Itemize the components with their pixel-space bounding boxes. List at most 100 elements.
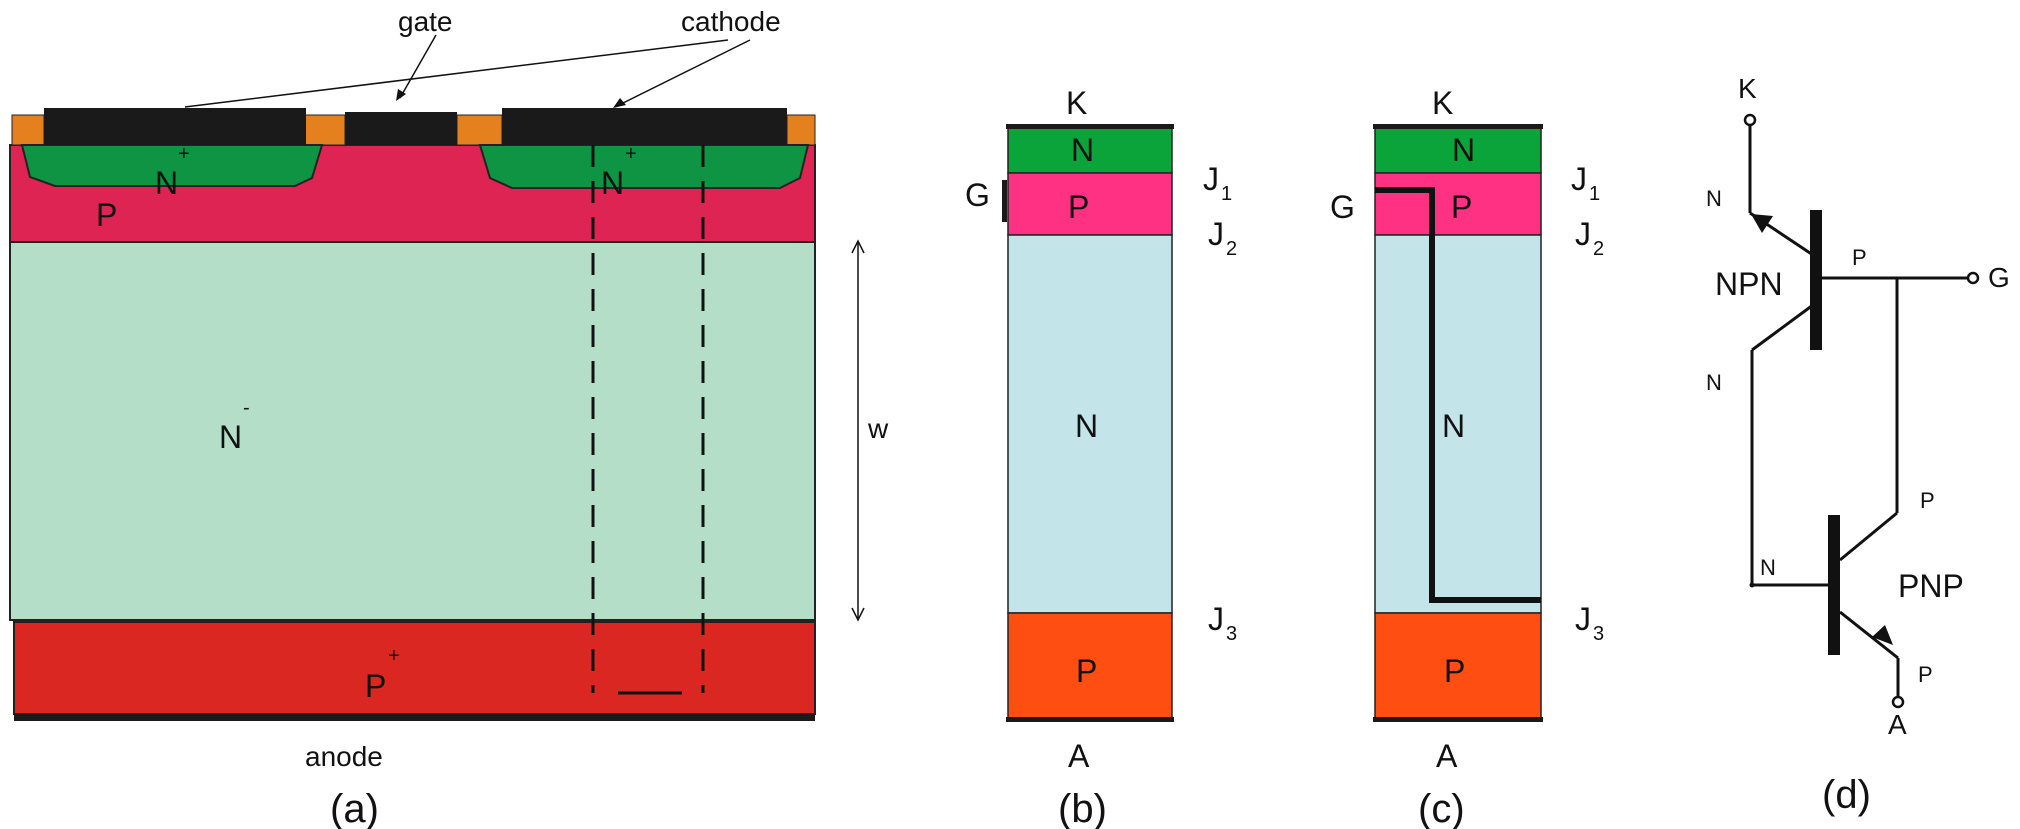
panel-d: [1743, 113, 1980, 709]
b-p-bottom-label: P: [1076, 653, 1097, 689]
p-plus-region: [13, 621, 816, 715]
anode-label: anode: [305, 741, 383, 772]
d-n-pnp-label: N: [1760, 555, 1776, 580]
d-p-right-label: P: [1920, 488, 1935, 513]
b-a-label: A: [1068, 738, 1090, 774]
orange-contact-3: [456, 114, 503, 146]
d-p-gate-label: P: [1852, 245, 1867, 270]
n-minus-region: [9, 239, 816, 621]
c-j2-sub: 2: [1593, 238, 1604, 260]
cathode-leader-right: [614, 39, 751, 108]
c-cathode-contact: [1373, 124, 1543, 129]
b-anode-contact: [1006, 717, 1174, 722]
panel-d-labels: K N NPN P G N P N PNP P A (d): [1706, 73, 2010, 817]
anode-metal: [14, 714, 815, 721]
width-arrow-top: [851, 239, 865, 254]
caption-d: (d): [1822, 773, 1871, 817]
b-n-mid-label: N: [1075, 408, 1098, 444]
gate-arrowhead: [396, 89, 406, 101]
d-pnp-base-bar: [1828, 515, 1840, 655]
d-g-label: G: [1988, 262, 2010, 293]
d-k-terminal: [1743, 113, 1757, 127]
caption-b: (b): [1058, 787, 1107, 829]
d-npn-collector: [1751, 303, 1814, 352]
p-region-label: P: [96, 197, 117, 233]
c-gate-path: [1375, 187, 1541, 603]
panel-b: K N J 1 G P J 2 N J 3 P A (b): [965, 85, 1237, 829]
d-pnp-emitter-arrow: [1872, 625, 1893, 645]
c-anode-contact: [1373, 717, 1543, 722]
d-pnp-emitter: [1839, 610, 1899, 660]
b-p-label: P: [1068, 189, 1089, 225]
c-k-label: K: [1432, 85, 1453, 121]
c-p-label: P: [1451, 189, 1472, 225]
b-n-label: N: [1071, 132, 1094, 168]
c-n-light-region: [1374, 234, 1542, 614]
n-plus-right-label: N: [601, 165, 624, 201]
c-p-region: [1374, 172, 1542, 236]
d-pnp-collector: [1839, 511, 1898, 562]
d-n-mid-label: N: [1706, 370, 1722, 395]
d-p-bottom-label: P: [1918, 662, 1933, 687]
c-p-bottom-region: [1374, 612, 1542, 719]
n-minus-sup: -: [243, 397, 250, 419]
cathode-leader-left: [184, 39, 729, 108]
d-npn-label: NPN: [1715, 266, 1783, 302]
d-npn-emitter-arrow: [1751, 214, 1773, 233]
c-n-label: N: [1452, 132, 1475, 168]
b-j2-label: J: [1208, 216, 1224, 252]
c-p-bottom-label: P: [1444, 653, 1465, 689]
width-arrow-bottom: [851, 607, 865, 622]
d-g-terminal: [1966, 271, 1980, 285]
b-j3-label: J: [1208, 601, 1224, 637]
b-k-label: K: [1066, 85, 1087, 121]
gate-metal: [345, 112, 457, 145]
p-plus-label: P: [365, 668, 386, 704]
d-a-terminal: [1891, 695, 1905, 709]
cathode-arrowhead: [613, 98, 626, 108]
cathode-metal-left: [44, 108, 306, 145]
d-junction-dot: [1749, 582, 1755, 588]
c-g-label: G: [1330, 189, 1355, 225]
n-minus-label: N: [219, 419, 242, 455]
b-j1-label: J: [1203, 161, 1219, 197]
b-g-label: G: [965, 177, 990, 213]
width-label: w: [867, 413, 889, 444]
gate-label: gate: [398, 6, 453, 37]
d-pnp-label: PNP: [1898, 568, 1964, 604]
d-n-top-label: N: [1706, 186, 1722, 211]
c-a-label: A: [1436, 738, 1458, 774]
c-j1-label: J: [1571, 161, 1587, 197]
d-a-label: A: [1888, 709, 1907, 740]
panel-a: gate cathode N + N + P N - w P + anode (…: [9, 6, 889, 829]
p-plus-sup: +: [388, 645, 400, 667]
c-j3-sub: 3: [1593, 623, 1604, 645]
b-p-region: [1007, 172, 1173, 236]
c-n-mid-label: N: [1442, 408, 1465, 444]
n-plus-right-region: [478, 144, 810, 189]
cathode-metal-right: [502, 108, 787, 145]
orange-contact-4: [786, 114, 816, 146]
c-j1-sub: 1: [1589, 183, 1600, 205]
panel-c: K N J 1 G P J 2 N J 3 P A (c): [1330, 85, 1604, 829]
orange-contact-2: [304, 114, 346, 146]
b-j3-sub: 3: [1226, 623, 1237, 645]
d-npn-base-bar: [1810, 210, 1822, 350]
b-cathode-contact: [1006, 124, 1174, 129]
c-j2-label: J: [1575, 216, 1591, 252]
d-k-label: K: [1738, 73, 1757, 104]
n-plus-left-label: N: [155, 165, 178, 201]
b-j1-sub: 1: [1221, 183, 1232, 205]
orange-contact-1: [11, 114, 45, 146]
n-plus-left-region: [20, 144, 324, 187]
caption-c: (c): [1418, 787, 1465, 829]
n-plus-left-sup: +: [178, 143, 190, 165]
b-gate-contact: [1002, 180, 1007, 222]
b-j2-sub: 2: [1226, 238, 1237, 260]
gate-leader: [399, 34, 437, 99]
caption-a: (a): [330, 787, 379, 829]
cathode-label: cathode: [681, 6, 781, 37]
n-plus-right-sup: +: [625, 143, 637, 165]
c-j3-label: J: [1575, 601, 1591, 637]
